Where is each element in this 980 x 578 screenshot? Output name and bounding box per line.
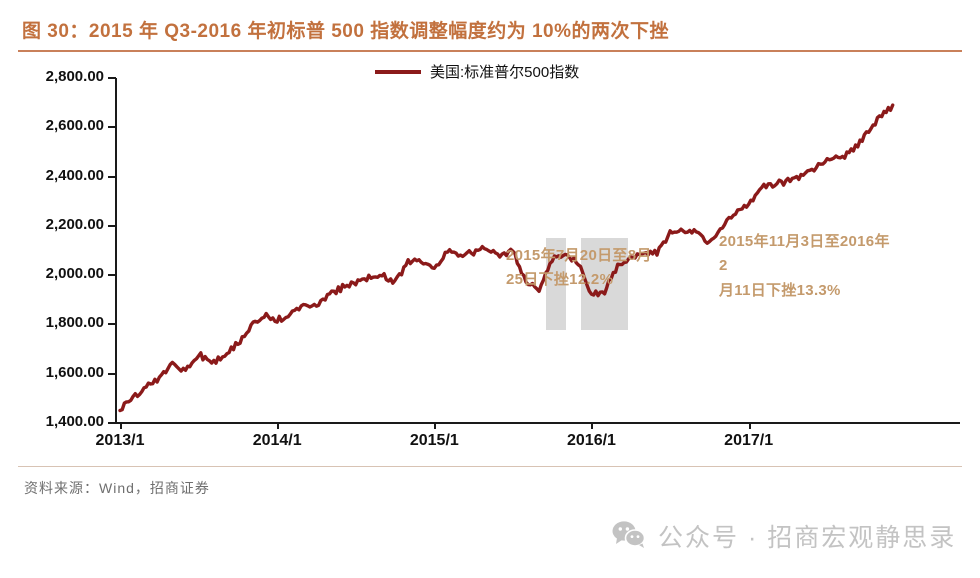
x-tick-mark xyxy=(120,422,122,429)
footer-divider xyxy=(18,466,962,467)
y-tick-mark xyxy=(108,422,116,424)
x-tick-mark xyxy=(591,422,594,429)
y-tick-mark xyxy=(108,126,116,129)
legend-swatch-sp500 xyxy=(375,69,421,74)
chart-area: 美国:标准普尔500指数 1,400.00 1,600.00 1,800.00 2,0… xyxy=(0,56,980,460)
y-tick-label: 2,000.00 xyxy=(45,265,104,283)
plot-region: 2015年7月20日至8月 25日下挫12.2% 2015年11月3日至2016… xyxy=(116,78,928,423)
y-tick-label: 2,800.00 xyxy=(45,68,104,85)
y-tick-mark xyxy=(108,224,116,227)
x-tick-label: 2016/1 xyxy=(567,432,616,449)
sp500-series-svg xyxy=(118,103,895,413)
y-tick-label: 1,800.00 xyxy=(45,314,104,332)
y-tick-mark xyxy=(108,175,116,178)
x-tick-label: 2015/1 xyxy=(409,432,459,449)
y-tick-mark xyxy=(108,77,116,79)
x-axis-line xyxy=(115,422,960,424)
header-divider xyxy=(18,50,962,52)
legend-label-sp500: 美国:标准普尔500指数 xyxy=(430,64,580,81)
x-tick-mark xyxy=(277,422,280,429)
chart-legend: 美国:标准普尔500指数 xyxy=(375,61,579,82)
y-tick-label: 1,400.00 xyxy=(45,413,104,430)
y-axis-line xyxy=(115,78,117,424)
watermark: 公众号 · 招商宏观静思录 xyxy=(612,518,956,554)
y-tick-mark xyxy=(108,274,116,277)
y-tick-label: 1,600.00 xyxy=(45,363,104,381)
x-tick-label: 2014/1 xyxy=(252,432,302,449)
page-title: 图 30：2015 年 Q3-2016 年初标普 500 指数调整幅度约为 10… xyxy=(22,21,670,42)
wechat-icon xyxy=(612,520,646,553)
annotation-drawdown-2: 2015年11月3日至2016年2 月11日下挫13.3% xyxy=(719,233,890,299)
x-tick-mark xyxy=(434,422,437,429)
source-note: 资料来源：Wind，招商证券 xyxy=(24,480,210,496)
y-tick-label: 2,400.00 xyxy=(45,166,104,184)
y-tick-label: 2,200.00 xyxy=(45,215,104,233)
y-tick-label: 2,600.00 xyxy=(45,117,104,135)
y-tick-mark xyxy=(108,372,116,375)
x-tick-mark xyxy=(748,422,751,429)
y-tick-mark xyxy=(108,323,116,326)
chart-header: 图 30：2015 年 Q3-2016 年初标普 500 指数调整幅度约为 10… xyxy=(0,0,980,56)
x-tick-label: 2017/1 xyxy=(724,432,774,449)
sp500-line xyxy=(118,103,895,413)
shaded-band-correction-2 xyxy=(581,238,628,330)
annotation-drawdown-1: 2015年7月20日至8月 25日下挫12.2% xyxy=(506,247,652,289)
x-tick-label: 2013/1 xyxy=(95,432,145,449)
watermark-label: 公众号 · 招商宏观静思录 xyxy=(658,524,957,552)
